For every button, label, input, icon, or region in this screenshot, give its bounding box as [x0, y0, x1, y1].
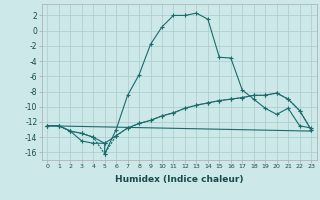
X-axis label: Humidex (Indice chaleur): Humidex (Indice chaleur) [115, 175, 244, 184]
